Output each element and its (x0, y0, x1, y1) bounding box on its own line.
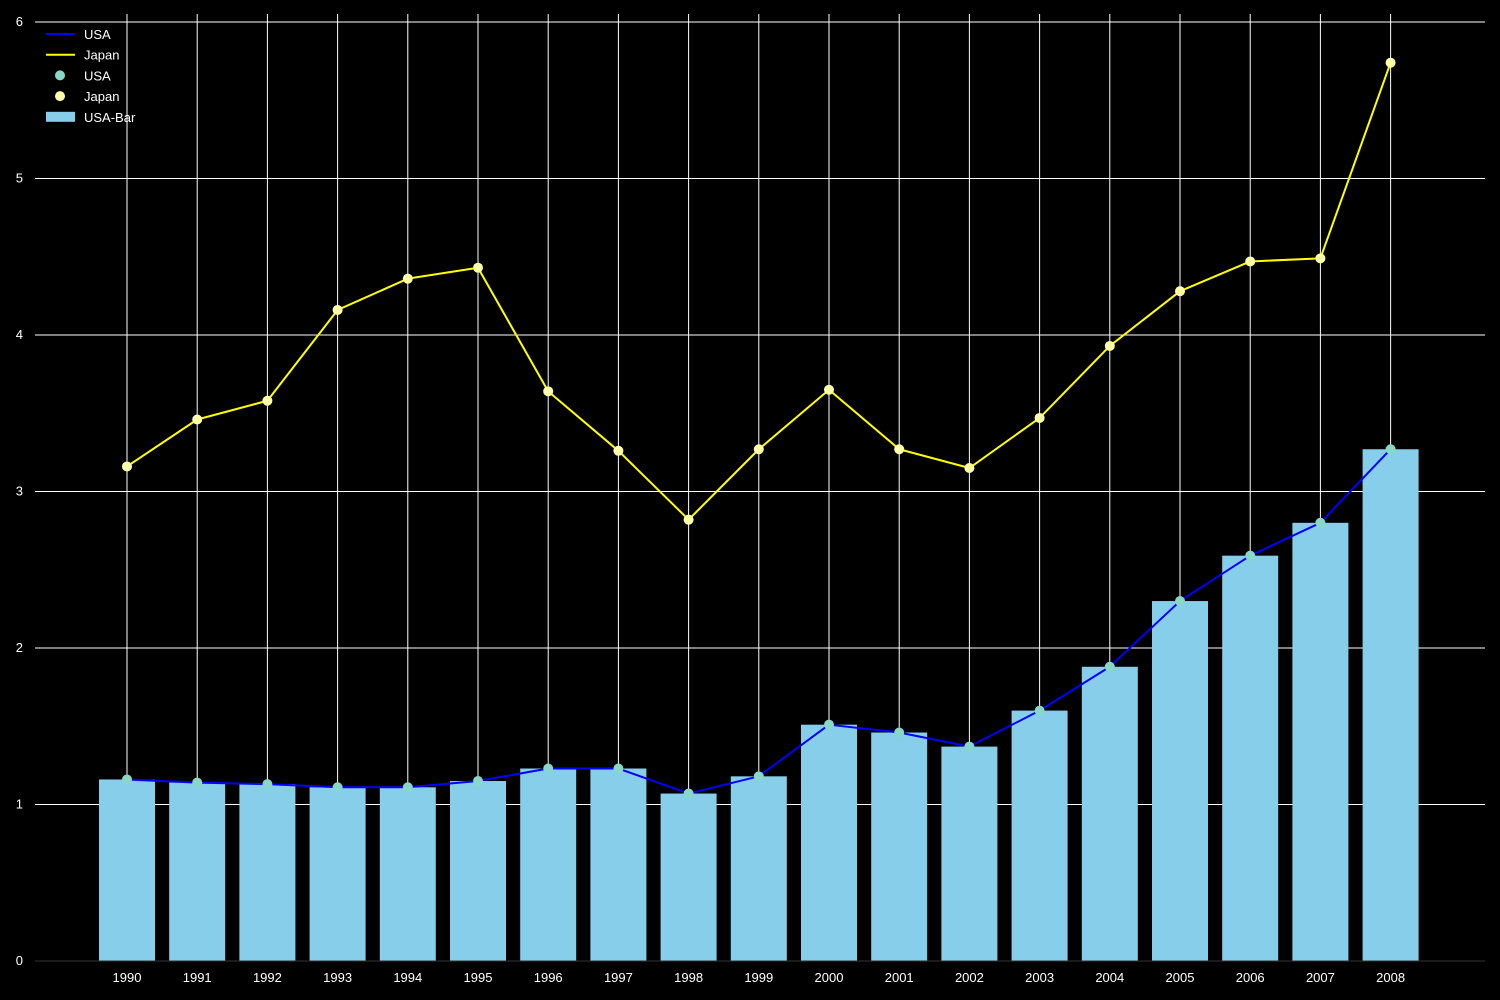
bar-usa-bar (520, 768, 577, 961)
bar-usa-bar (1152, 601, 1208, 961)
legend-swatch-usa-bar (46, 111, 75, 122)
bar-usa-bar (941, 746, 998, 961)
x-tick-label: 2007 (1306, 970, 1335, 985)
point-usa (1245, 550, 1256, 561)
bar-usa-bar (871, 732, 928, 961)
point-usa (894, 727, 905, 738)
legend-label-usa: USA (84, 27, 111, 42)
y-tick-label: 5 (16, 171, 23, 186)
point-japan (1385, 57, 1396, 68)
point-japan (1175, 286, 1185, 297)
point-japan (753, 444, 764, 455)
point-japan (332, 304, 343, 315)
point-japan (824, 384, 834, 395)
x-tick-label: 1997 (604, 970, 633, 985)
bar-usa-bar (590, 768, 647, 961)
x-tick-label: 2005 (1166, 970, 1195, 985)
point-usa (332, 782, 343, 793)
point-japan (402, 273, 413, 284)
point-usa (964, 741, 975, 752)
bar-usa-bar (1222, 555, 1279, 961)
x-tick-label: 1990 (113, 970, 142, 985)
bar-usa-bar (450, 781, 506, 961)
bar-usa-bar (309, 787, 366, 961)
y-tick-label: 3 (16, 484, 23, 499)
axes: 0 1 2 3 4 5 6 1990 1991 1992 1993 1994 1995 1996 1997 1… (16, 14, 1485, 985)
x-tick-label: 1995 (464, 970, 493, 985)
x-tick-label: 1999 (744, 970, 773, 985)
y-tick-label: 2 (16, 640, 23, 655)
point-usa (402, 782, 413, 793)
legend: USA Japan USA Japan USA-Bar (46, 27, 136, 125)
bar-usa-bar (1081, 666, 1138, 961)
bar-usa-bar (801, 724, 857, 961)
legend-marker-japan (55, 91, 65, 102)
point-usa (262, 779, 273, 790)
bar-usa-bar (379, 787, 436, 961)
point-japan (192, 414, 203, 425)
legend-label-japan: Japan (84, 48, 119, 63)
point-japan (894, 444, 905, 455)
x-tick-label: 2004 (1095, 970, 1124, 985)
x-tick-label: 1998 (674, 970, 703, 985)
x-tick-label: 1996 (534, 970, 563, 985)
point-usa (192, 777, 203, 788)
legend-label-usa: USA (84, 68, 111, 83)
point-usa (1104, 661, 1115, 672)
point-japan (1034, 412, 1045, 423)
x-tick-label: 1991 (183, 970, 212, 985)
point-japan (1315, 253, 1326, 264)
x-tick-label: 2003 (1025, 970, 1054, 985)
legend-label-japan: Japan (84, 89, 119, 104)
x-tick-label: 2001 (885, 970, 914, 985)
point-usa (1175, 596, 1185, 607)
point-japan (262, 395, 273, 406)
point-japan (613, 445, 624, 456)
x-tick-label: 1993 (323, 970, 352, 985)
point-usa (543, 763, 554, 774)
bar-usa-bar (1011, 710, 1068, 961)
point-usa (1034, 705, 1045, 716)
y-tick-label: 0 (16, 953, 23, 968)
point-usa (122, 774, 132, 785)
point-usa (473, 776, 483, 787)
point-usa (1315, 517, 1326, 528)
x-tick-label: 2006 (1236, 970, 1265, 985)
point-usa (753, 771, 764, 782)
point-usa (613, 763, 624, 774)
bar-usa-bar (660, 793, 717, 961)
y-tick-label: 4 (16, 327, 23, 342)
point-japan (122, 461, 132, 472)
bar-usa-bar (169, 782, 226, 961)
x-tick-label: 1994 (393, 970, 422, 985)
bar-usa-bar (239, 784, 296, 961)
point-japan (1245, 256, 1256, 267)
point-japan (683, 514, 694, 525)
bar-usa-bar (1292, 522, 1349, 961)
x-tick-label: 2000 (815, 970, 844, 985)
point-usa (824, 719, 834, 730)
x-tick-label: 2008 (1376, 970, 1405, 985)
point-usa (1385, 444, 1396, 455)
legend-label-usa-bar: USA-Bar (84, 110, 136, 125)
point-japan (473, 262, 483, 273)
point-japan (1104, 340, 1115, 351)
bar-usa-bar (730, 776, 787, 961)
bar-usa-bar (1362, 449, 1419, 961)
point-japan (964, 463, 975, 474)
scatter-series (122, 57, 1396, 799)
point-usa (683, 788, 694, 799)
y-tick-label: 1 (16, 797, 23, 812)
point-japan (543, 386, 554, 397)
bar-usa-bar (99, 779, 155, 961)
x-tick-label: 2002 (955, 970, 984, 985)
y-tick-label: 6 (16, 14, 23, 29)
bar-series-usa-bar (99, 449, 1419, 961)
x-tick-label: 1992 (253, 970, 282, 985)
legend-marker-usa (55, 70, 65, 81)
